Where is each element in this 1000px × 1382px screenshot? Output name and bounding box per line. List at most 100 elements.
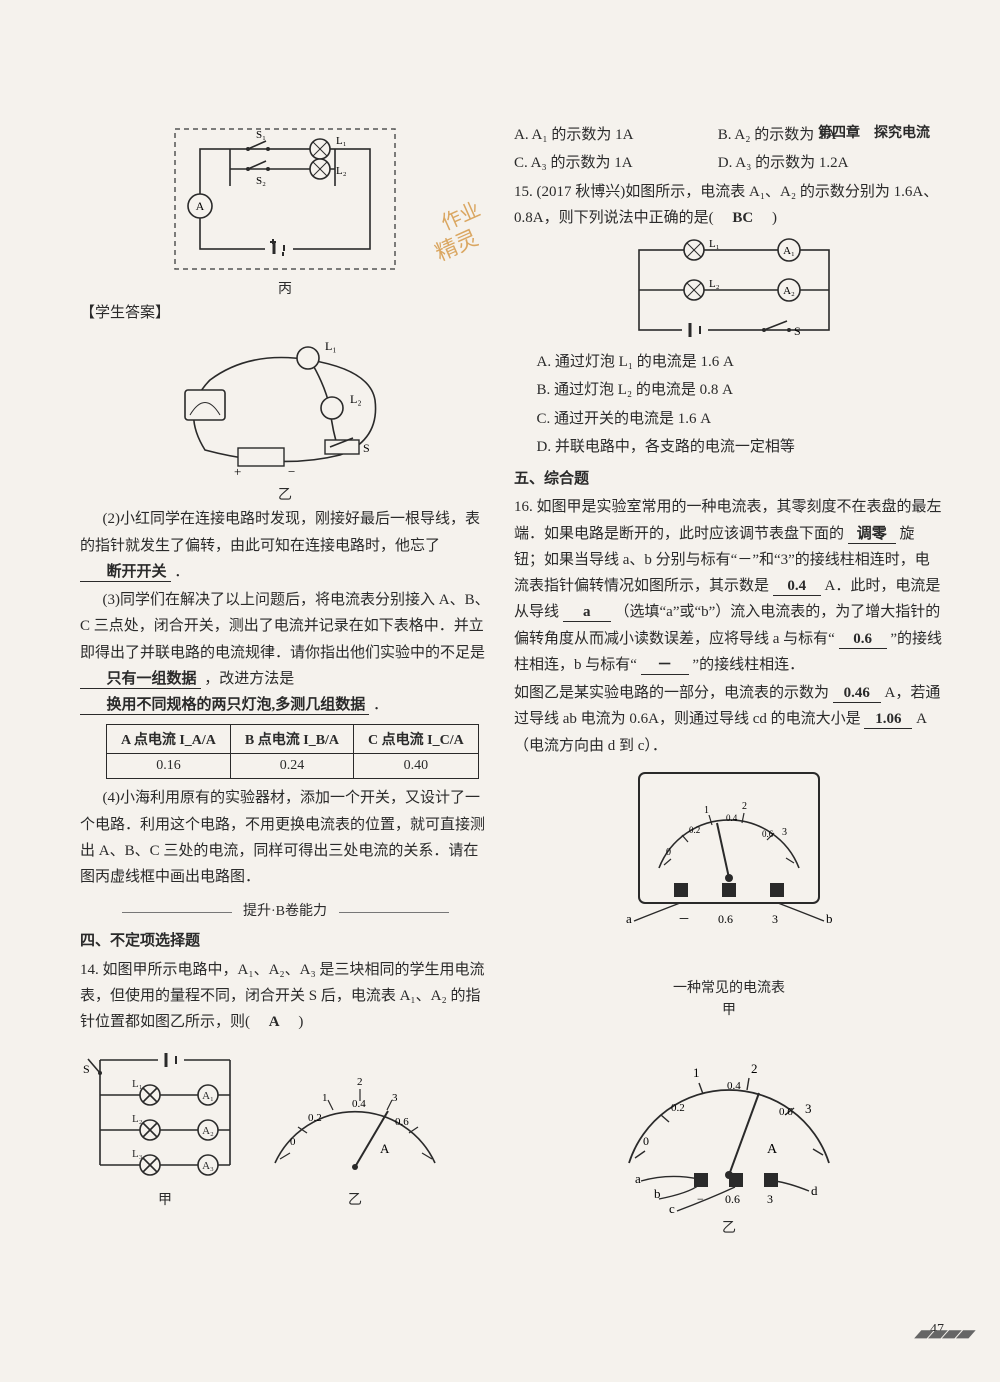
svg-text:3: 3 — [392, 1092, 398, 1104]
svg-text:0.2: 0.2 — [308, 1112, 322, 1124]
q16-blank-3: a — [563, 603, 611, 622]
fig16-yi-caption: 乙 — [514, 1217, 944, 1237]
q15-opt-c: C. 通过开关的电流是 1.6 A — [514, 406, 944, 432]
q16-blank-7: 1.06 — [864, 710, 912, 729]
q14-opt-a: A. A₁ 的示数为 1A — [514, 122, 714, 148]
svg-text:L₂: L₂ — [132, 1113, 143, 1125]
svg-text:+: + — [234, 464, 241, 479]
figure-14-jia-wrap: S A₁ L₁ A₂ L₂ — [80, 1041, 250, 1209]
svg-text:A: A — [767, 1142, 778, 1157]
figure-14-yi-dial: 0 1 2 3 0.2 0.4 0.6 A — [260, 1045, 450, 1185]
fig14-jia-caption: 甲 — [80, 1189, 250, 1209]
th-a: A 点电流 I_A/A — [107, 725, 231, 754]
right-column: A. A₁ 的示数为 1A B. A₂ 的示数为 1A C. A₃ 的示数为 1… — [514, 120, 944, 1300]
svg-text:L₁: L₁ — [132, 1078, 143, 1090]
q2-text: (2)小红同学在连接电路时发现，刚接好最后一根导线，表的指针就发生了偏转，由此可… — [80, 511, 480, 553]
q15-text-a: 15. (2017 秋博兴)如图所示，电流表 A₁、A₂ 的示数分别为 1.6A… — [514, 184, 938, 226]
svg-text:−: − — [697, 1192, 704, 1206]
svg-text:1: 1 — [704, 805, 709, 816]
svg-text:a: a — [635, 1171, 641, 1186]
th-c: C 点电流 I_C/A — [354, 725, 479, 754]
svg-text:0: 0 — [666, 847, 671, 858]
svg-text:2: 2 — [751, 1061, 758, 1076]
svg-text:L₃: L₃ — [132, 1148, 143, 1160]
left-column: A S₁ L₁ S₂ L₂ 丙 【学生答案】 — [80, 120, 490, 1300]
figure-16-jia-meter: 0 1 2 3 0.2 0.4 0.6 a b － 0.6 — [604, 763, 854, 973]
svg-text:0: 0 — [290, 1136, 296, 1148]
svg-text:3: 3 — [805, 1101, 812, 1116]
svg-text:0.6: 0.6 — [762, 829, 774, 839]
td-a: 0.16 — [107, 754, 231, 779]
svg-text:S: S — [363, 441, 370, 455]
svg-text:L₂: L₂ — [709, 278, 720, 290]
fig16-jia-sub: 甲 — [514, 999, 944, 1019]
svg-text:A₁: A₁ — [202, 1090, 214, 1102]
svg-text:0.6: 0.6 — [395, 1116, 409, 1128]
svg-text:A₃: A₃ — [202, 1160, 214, 1172]
q16-para-a: 16. 如图甲是实验室常用的一种电流表，其零刻度不在表盘的最左端．如果电路是断开… — [514, 494, 944, 678]
svg-text:L₁: L₁ — [325, 339, 337, 353]
svg-text:A: A — [196, 199, 205, 213]
td-b: 0.24 — [230, 754, 353, 779]
q3-blank-2: 换用不同规格的两只灯泡,多测几组数据 — [80, 696, 369, 715]
q15-opt-a: A. 通过灯泡 L₁ 的电流是 1.6 A — [514, 349, 944, 375]
svg-text:2: 2 — [742, 801, 747, 812]
q16-blank-6: 0.46 — [833, 684, 881, 703]
q14-answer: A — [269, 1014, 280, 1030]
q16-blank-2: 0.4 — [773, 577, 821, 596]
q16-blank-4: 0.6 — [839, 630, 887, 649]
figure-bing-caption: 丙 — [80, 278, 490, 298]
svg-text:d: d — [811, 1183, 818, 1198]
q-part-4: (4)小海利用原有的实验器材，添加一个开关，又设计了一个电路．利用这个电路，不用… — [80, 785, 490, 890]
svg-text:A₂: A₂ — [783, 285, 795, 297]
q15-opt-b: B. 通过灯泡 L₂ 的电流是 0.8 A — [514, 377, 944, 403]
divider-label: 提升·B卷能力 — [243, 904, 327, 919]
svg-text:A₁: A₁ — [783, 245, 795, 257]
svg-text:S₁: S₁ — [256, 129, 266, 141]
q16-para-b: 如图乙是某实验电路的一部分，电流表的示数为 0.46 A，若通过导线 ab 电流… — [514, 680, 944, 759]
section-4-heading: 四、不定项选择题 — [80, 928, 490, 954]
svg-text:L₂: L₂ — [350, 392, 362, 406]
figure-16-yi-meter: 0 1 2 3 0.2 0.4 0.6 A − 0.6 3 a b d c — [599, 1023, 859, 1213]
svg-text:L₂: L₂ — [336, 165, 347, 177]
q14-opt-d: D. A₃ 的示数为 1.2A — [718, 155, 849, 171]
q16-blank-1: 调零 — [848, 525, 896, 544]
svg-text:0.6: 0.6 — [779, 1106, 793, 1118]
q2-blank: 断开开关 — [80, 563, 171, 582]
figure-14-jia: S A₁ L₁ A₂ L₂ — [80, 1045, 250, 1185]
q3-blank-1: 只有一组数据 — [80, 670, 201, 689]
current-table: A 点电流 I_A/A B 点电流 I_B/A C 点电流 I_C/A 0.16… — [106, 724, 479, 779]
student-answer-label: 【学生答案】 — [80, 300, 490, 326]
q2-end: ． — [174, 564, 189, 580]
svg-text:A: A — [380, 1141, 390, 1156]
q15-opt-d: D. 并联电路中，各支路的电流一定相等 — [514, 434, 944, 460]
svg-text:−: − — [288, 464, 295, 479]
q3-end: ． — [373, 697, 388, 713]
q15-stem: 15. (2017 秋博兴)如图所示，电流表 A₁、A₂ 的示数分别为 1.6A… — [514, 179, 944, 232]
svg-text:0.2: 0.2 — [689, 825, 700, 835]
svg-text:0.4: 0.4 — [727, 1080, 741, 1092]
fig16-jia-caption: 一种常见的电流表 — [514, 977, 944, 997]
figure-bing-circuit: A S₁ L₁ S₂ L₂ — [170, 124, 400, 274]
td-c: 0.40 — [354, 754, 479, 779]
svg-text:L₁: L₁ — [336, 135, 347, 147]
page-corner-decoration: ▰▰▰▰ — [912, 1320, 977, 1346]
figure-yi-caption: 乙 — [80, 484, 490, 504]
chapter-header: 第四章 探究电流 — [818, 122, 930, 142]
table-row: 0.16 0.24 0.40 — [107, 754, 479, 779]
svg-text:0.6: 0.6 — [718, 912, 733, 926]
q-part-3: (3)同学们在解决了以上问题后，将电流表分别接入 A、B、C 三点处，闭合开关，… — [80, 587, 490, 718]
q15-answer: BC — [732, 210, 753, 226]
th-b: B 点电流 I_B/A — [230, 725, 353, 754]
svg-text:c: c — [669, 1201, 675, 1213]
section-5-heading: 五、综合题 — [514, 466, 944, 492]
svg-text:0.2: 0.2 — [671, 1102, 685, 1114]
svg-text:0.4: 0.4 — [352, 1098, 366, 1110]
svg-text:0.6: 0.6 — [725, 1192, 740, 1206]
svg-text:S: S — [794, 324, 801, 338]
q3-mid: ，改进方法是 — [204, 671, 294, 687]
section-divider: 提升·B卷能力 — [80, 900, 490, 920]
q-part-2: (2)小红同学在连接电路时发现，刚接好最后一根导线，表的指针就发生了偏转，由此可… — [80, 506, 490, 585]
svg-text:S: S — [83, 1062, 90, 1076]
svg-text:3: 3 — [772, 912, 778, 926]
